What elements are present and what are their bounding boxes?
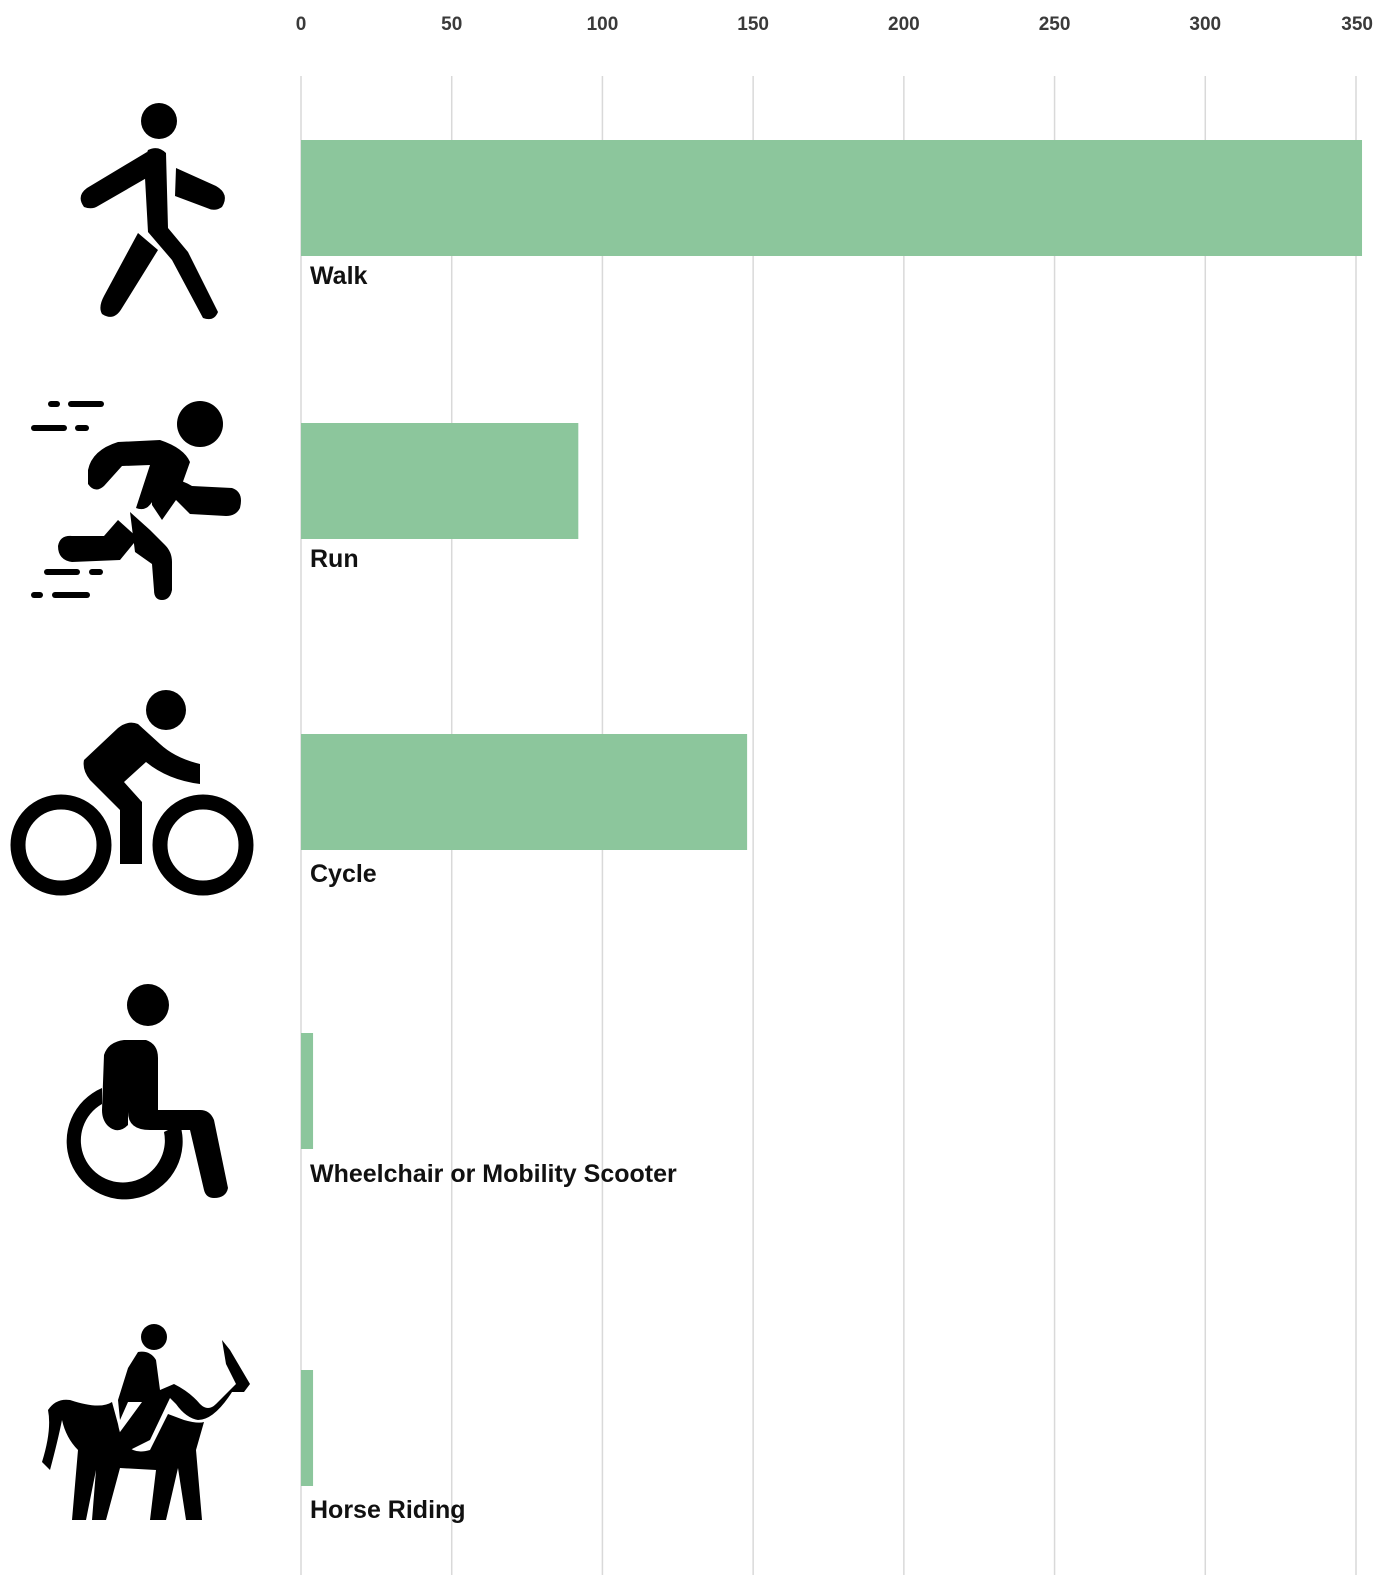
bar-label-wheelchair-or-mobility-scooter: Wheelchair or Mobility Scooter	[310, 1160, 677, 1188]
walking-person-icon	[80, 103, 225, 320]
cyclist-icon	[10, 690, 254, 896]
x-axis-ticks: 0 50 100 150 200 250 300 350	[296, 14, 1373, 35]
bar-label-cycle: Cycle	[310, 860, 377, 888]
bar-run	[301, 423, 579, 539]
bar-horse-riding	[301, 1370, 314, 1486]
x-tick-label-250: 250	[1039, 14, 1071, 35]
x-tick-label-300: 300	[1189, 14, 1221, 35]
bar-wheelchair-or-mobility-scooter	[301, 1033, 314, 1149]
x-tick-label-200: 200	[888, 14, 920, 35]
x-tick-label-50: 50	[441, 14, 462, 35]
running-person-icon	[31, 401, 241, 600]
bar-labels: Walk Run Cycle Wheelchair or Mobility Scoot…	[310, 262, 677, 1524]
bar-label-horse-riding: Horse Riding	[310, 1496, 466, 1524]
bars	[301, 140, 1363, 1486]
horse-rider-icon	[42, 1324, 250, 1520]
bar-walk	[301, 140, 1363, 256]
activity-icons	[10, 103, 254, 1520]
x-tick-label-350: 350	[1341, 14, 1373, 35]
bar-label-walk: Walk	[310, 262, 368, 290]
x-tick-label-0: 0	[296, 14, 307, 35]
x-tick-label-100: 100	[587, 14, 619, 35]
bar-cycle	[301, 734, 748, 850]
x-tick-label-150: 150	[737, 14, 769, 35]
bar-label-run: Run	[310, 545, 359, 573]
wheelchair-user-icon	[66, 984, 228, 1200]
